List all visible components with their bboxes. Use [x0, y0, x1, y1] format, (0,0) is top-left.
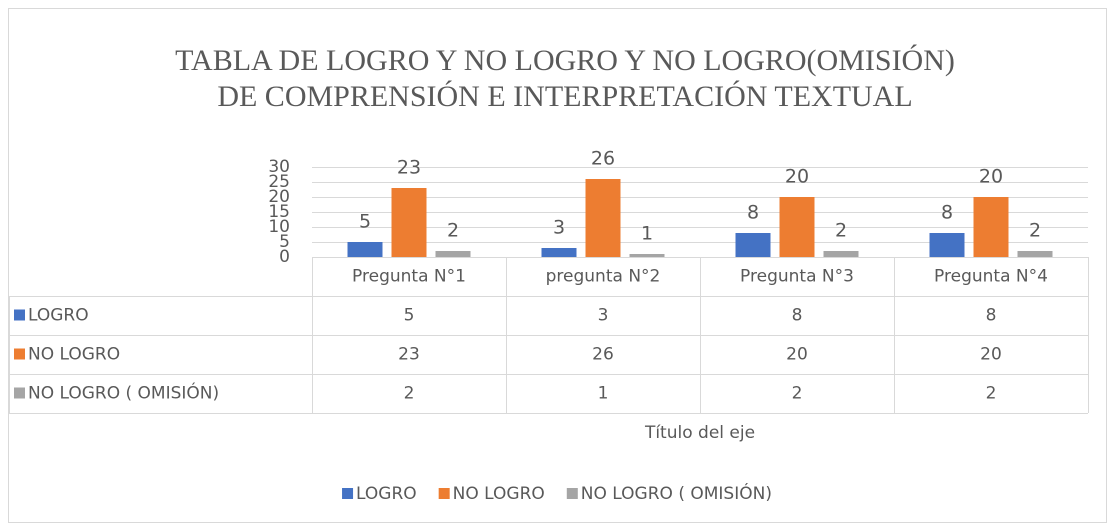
bar	[541, 248, 577, 257]
data-label: 8	[941, 202, 953, 224]
x-tick-label: Pregunta N°3	[740, 267, 854, 287]
chart-border	[8, 8, 1107, 523]
legend-key	[438, 488, 450, 499]
table-cell: 2	[986, 384, 997, 404]
legend-key	[14, 387, 25, 399]
data-label: 20	[979, 166, 1003, 188]
chart-title: TABLA DE LOGRO Y NO LOGRO Y NO LOGRO(OMI…	[175, 44, 955, 77]
table-row-label: NO LOGRO ( OMISIÓN)	[28, 382, 219, 404]
bar	[391, 188, 427, 257]
table-cell: 5	[404, 306, 415, 326]
x-tick-label: Pregunta N°4	[934, 267, 1048, 287]
table-cell: 3	[598, 306, 609, 326]
data-label: 2	[1029, 220, 1041, 242]
data-label: 5	[359, 211, 371, 233]
table-cell: 2	[792, 384, 803, 404]
y-tick-label: 15	[268, 202, 290, 222]
data-label: 8	[747, 202, 759, 224]
table-cell: 26	[592, 345, 614, 365]
legend-label: NO LOGRO ( OMISIÓN)	[581, 482, 772, 504]
table-cell: 20	[786, 345, 808, 365]
y-tick-label: 0	[279, 247, 290, 267]
y-tick-label: 30	[268, 157, 290, 177]
legend-label: NO LOGRO	[453, 484, 545, 504]
table-cell: 1	[598, 384, 609, 404]
legend-key	[14, 348, 25, 360]
bar	[735, 233, 771, 257]
y-tick-label: 25	[268, 172, 290, 192]
data-label: 2	[835, 220, 847, 242]
y-tick-label: 10	[268, 217, 290, 237]
bar	[347, 242, 383, 257]
table-cell: 20	[980, 345, 1002, 365]
data-label: 26	[591, 148, 615, 170]
data-label: 23	[397, 157, 421, 179]
legend-key	[342, 488, 354, 499]
bar	[779, 197, 815, 257]
table-cell: 8	[792, 306, 803, 326]
bar	[585, 179, 621, 257]
data-label: 20	[785, 166, 809, 188]
bar	[435, 251, 471, 257]
data-label: 1	[641, 223, 653, 245]
y-tick-label: 5	[279, 232, 290, 252]
bar	[823, 251, 859, 257]
bar	[1017, 251, 1053, 257]
legend-label: LOGRO	[356, 484, 417, 504]
legend-key	[14, 309, 25, 321]
y-tick-label: 20	[268, 187, 290, 207]
table-row-label: LOGRO	[28, 306, 89, 326]
x-tick-label: Pregunta N°1	[352, 267, 466, 287]
data-label: 3	[553, 217, 565, 239]
table-cell: 23	[398, 345, 420, 365]
table-cell: 2	[404, 384, 415, 404]
legend-key	[566, 488, 578, 499]
table-row-label: NO LOGRO	[28, 345, 120, 365]
data-label: 2	[447, 220, 459, 242]
bar	[629, 254, 665, 257]
x-tick-label: pregunta N°2	[546, 267, 661, 287]
chart-title: DE COMPRENSIÓN E INTERPRETACIÓN TEXTUAL	[217, 80, 912, 113]
table-cell: 8	[986, 306, 997, 326]
bar	[929, 233, 965, 257]
x-axis-title: Título del eje	[644, 423, 755, 443]
bar	[973, 197, 1009, 257]
